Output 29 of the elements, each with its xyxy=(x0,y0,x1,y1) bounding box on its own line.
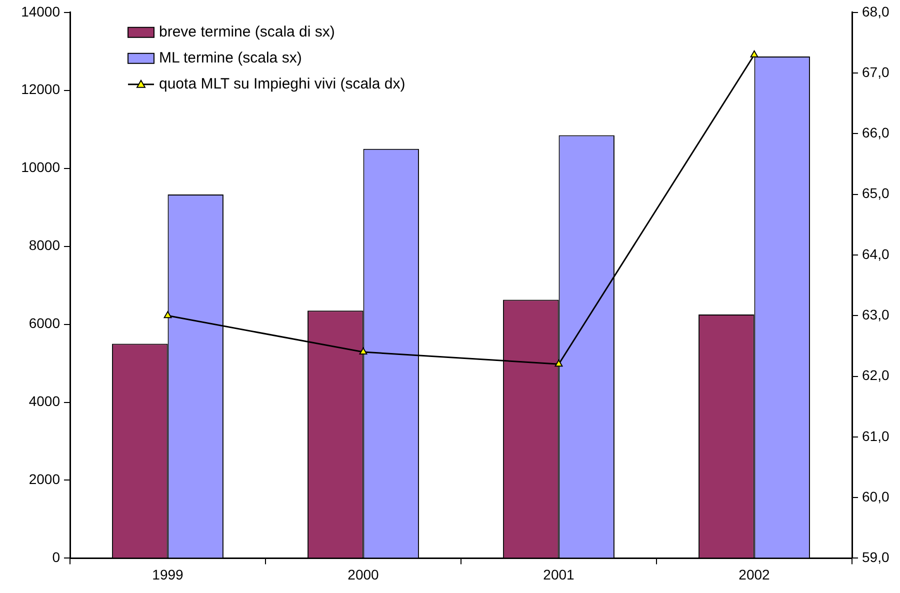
y-tick-label: 6000 xyxy=(28,315,60,332)
y-tick-label: 10000 xyxy=(21,159,60,176)
legend-label: ML termine (scala sx) xyxy=(159,50,302,67)
x-tick-label: 2000 xyxy=(348,566,380,582)
x-tick-label: 2002 xyxy=(738,566,770,582)
point xyxy=(750,50,758,58)
y-tick-label: 8000 xyxy=(28,237,60,254)
point xyxy=(554,360,563,367)
y-tick-label: 12000 xyxy=(21,81,60,98)
y-tick-label: 4000 xyxy=(28,393,60,410)
legend-label: quota MLT su Impieghi vivi (scala dx) xyxy=(159,76,406,93)
point xyxy=(164,311,172,318)
y2-tick-label: 67,0 xyxy=(862,64,890,80)
x-tick-label: 2001 xyxy=(543,566,575,582)
y2-tick-label: 61,0 xyxy=(862,428,890,444)
x-tick-label: 1999 xyxy=(152,566,184,582)
y-tick-label: 2000 xyxy=(28,471,60,488)
y2-tick-label: 59,0 xyxy=(862,549,890,566)
y2-tick-label: 66,0 xyxy=(862,124,890,141)
y2-tick-label: 63,0 xyxy=(862,306,890,322)
y2-tick-label: 62,0 xyxy=(862,367,890,384)
y2-tick-label: 60,0 xyxy=(862,488,890,504)
y-tick-label: 14000 xyxy=(21,3,60,20)
y2-tick-label: 64,0 xyxy=(862,246,890,262)
point xyxy=(359,348,368,355)
y2-tick-label: 65,0 xyxy=(862,185,890,202)
legend-label: breve termine (scala di sx) xyxy=(159,24,335,41)
y-tick-label: 0 xyxy=(52,549,60,566)
y2-tick-label: 68,0 xyxy=(862,3,890,20)
